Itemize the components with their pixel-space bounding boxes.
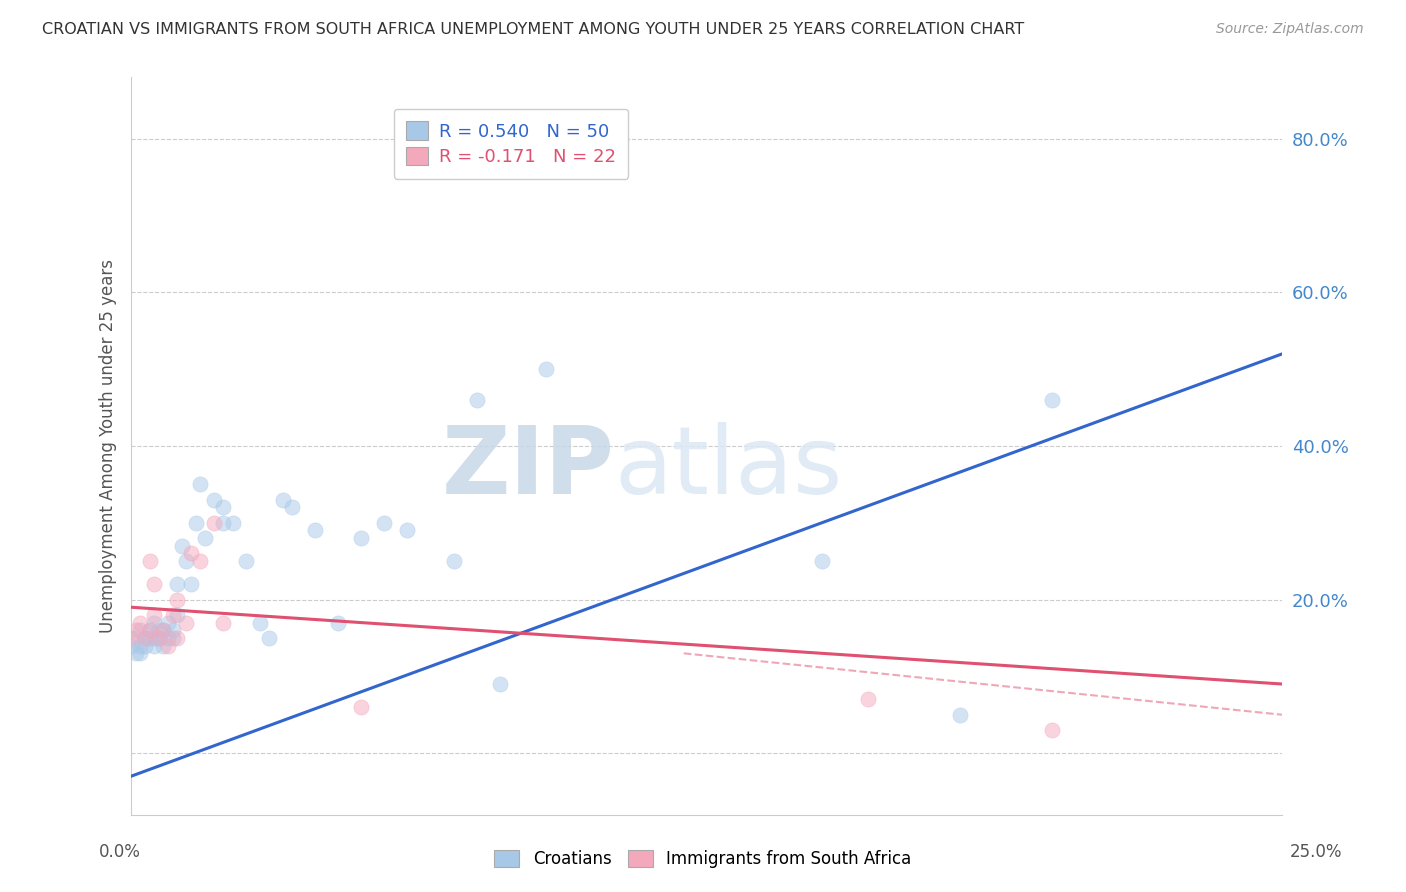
Text: 25.0%: 25.0% [1291,843,1343,861]
Point [129,624,152,638]
Point [129,615,152,630]
Point [176,554,198,568]
Legend: R = 0.540   N = 50, R = -0.171   N = 22: R = 0.540 N = 50, R = -0.171 N = 22 [394,109,628,179]
Point [125,631,148,645]
Point [129,639,152,653]
Point [152,624,174,638]
Point [304,524,326,538]
Point [249,615,271,630]
Point [120,631,142,645]
Point [138,624,160,638]
Point [148,631,170,645]
Point [138,631,160,645]
Y-axis label: Unemployment Among Youth under 25 years: Unemployment Among Youth under 25 years [100,259,117,633]
Point [1040,723,1063,737]
Point [166,577,188,591]
Point [157,615,180,630]
Point [157,639,180,653]
Point [143,615,166,630]
Point [143,631,166,645]
Point [856,692,879,706]
Point [221,516,243,530]
Text: CROATIAN VS IMMIGRANTS FROM SOUTH AFRICA UNEMPLOYMENT AMONG YOUTH UNDER 25 YEARS: CROATIAN VS IMMIGRANTS FROM SOUTH AFRICA… [42,22,1025,37]
Point [443,554,465,568]
Text: atlas: atlas [614,422,844,514]
Point [152,639,174,653]
Point [120,639,142,653]
Point [162,624,184,638]
Point [166,631,188,645]
Text: Source: ZipAtlas.com: Source: ZipAtlas.com [1216,22,1364,37]
Point [373,516,395,530]
Point [148,631,170,645]
Point [138,554,160,568]
Point [1040,392,1063,407]
Point [129,646,152,660]
Point [148,624,170,638]
Point [328,615,350,630]
Point [188,554,211,568]
Point [125,624,148,638]
Point [235,554,257,568]
Point [134,631,156,645]
Point [143,577,166,591]
Point [811,554,834,568]
Point [949,707,972,722]
Point [170,539,193,553]
Point [138,624,160,638]
Point [162,607,184,622]
Point [143,639,166,653]
Point [166,592,188,607]
Point [176,615,198,630]
Point [212,500,235,515]
Point [534,362,557,376]
Point [212,615,235,630]
Point [488,677,510,691]
Point [281,500,304,515]
Point [259,631,281,645]
Point [157,631,180,645]
Point [350,700,373,714]
Point [271,492,294,507]
Point [202,492,225,507]
Legend: Croatians, Immigrants from South Africa: Croatians, Immigrants from South Africa [488,843,918,875]
Point [465,392,488,407]
Point [188,477,211,491]
Point [180,547,202,561]
Point [180,577,202,591]
Point [396,524,419,538]
Point [152,624,174,638]
Point [143,607,166,622]
Point [166,607,188,622]
Text: 0.0%: 0.0% [98,843,141,861]
Point [162,631,184,645]
Point [350,531,373,545]
Point [125,646,148,660]
Point [202,516,225,530]
Text: ZIP: ZIP [441,422,614,514]
Point [194,531,217,545]
Point [212,516,235,530]
Point [134,639,156,653]
Point [134,631,156,645]
Point [184,516,207,530]
